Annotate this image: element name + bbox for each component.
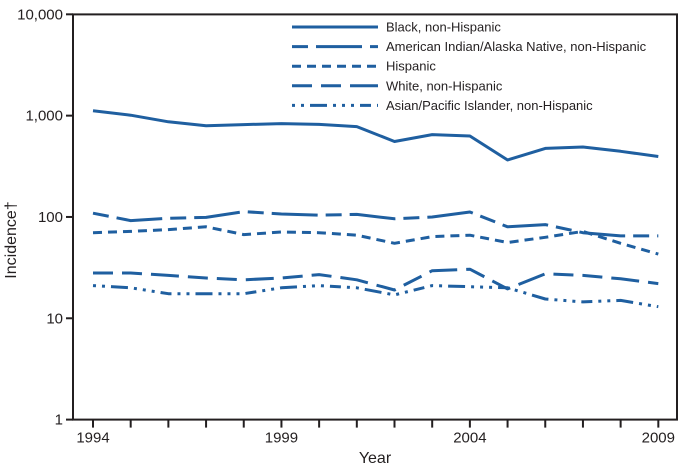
- y-axis-title: Incidence†: [3, 201, 20, 278]
- legend-label: Asian/Pacific Islander, non-Hispanic: [386, 98, 593, 113]
- y-tick-label: 10,000: [17, 6, 63, 23]
- x-axis-title: Year: [359, 450, 392, 467]
- legend-label: White, non-Hispanic: [386, 78, 503, 93]
- legend-label: Black, non-Hispanic: [386, 20, 501, 35]
- y-tick-label: 100: [38, 209, 63, 226]
- y-tick-label: 10: [46, 310, 63, 327]
- x-tick-label: 1994: [76, 430, 109, 447]
- series-line-black-non-hispanic: [92, 109, 659, 162]
- y-tick-label: 1: [55, 412, 63, 429]
- series-line-american-indian-alaska-native-non-hispanic: [92, 210, 659, 238]
- x-tick-label: 2009: [642, 430, 675, 447]
- series-line-asian-pacific-islander-non-hispanic: [92, 284, 659, 309]
- x-tick-label: 2004: [453, 430, 486, 447]
- legend-label: Hispanic: [386, 59, 436, 74]
- series-line-white-non-hispanic: [93, 267, 659, 292]
- x-tick-label: 1999: [265, 430, 298, 447]
- y-tick-label: 1,000: [25, 108, 63, 125]
- series-line-hispanic: [92, 225, 659, 256]
- legend-label: American Indian/Alaska Native, non-Hispa…: [386, 39, 647, 54]
